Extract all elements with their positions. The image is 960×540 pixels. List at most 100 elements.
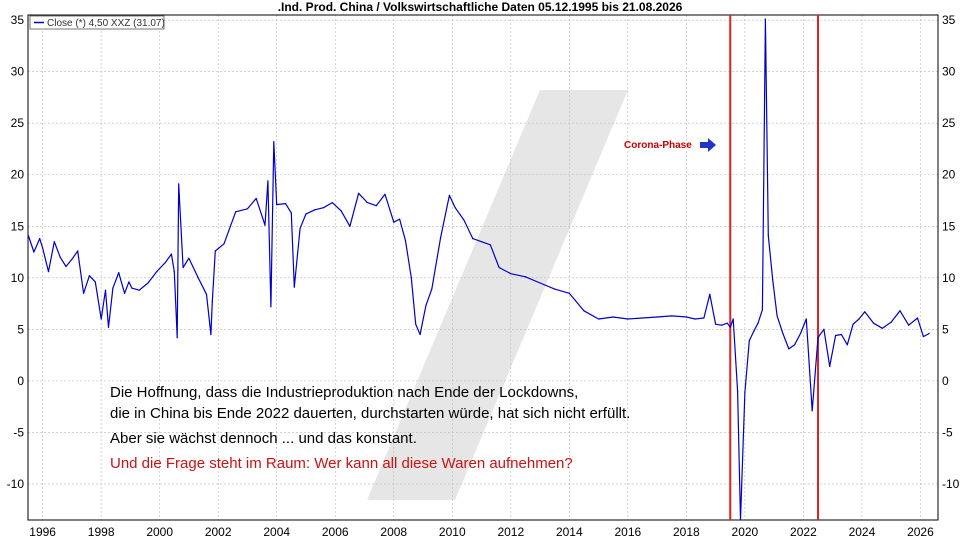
legend-box bbox=[29, 15, 165, 30]
data-point bbox=[123, 292, 126, 294]
data-point bbox=[264, 224, 266, 226]
text-line-4: Und die Frage steht im Raum: Wer kann al… bbox=[110, 455, 573, 472]
data-point bbox=[720, 324, 723, 326]
data-point bbox=[205, 293, 208, 295]
y-axis-right: 35 30 25 20 15 10 5 0 -5 -10 bbox=[942, 13, 960, 491]
data-point bbox=[404, 240, 407, 242]
data-point bbox=[928, 332, 930, 335]
x-tick-label: 2002 bbox=[205, 525, 232, 539]
data-point bbox=[33, 251, 35, 253]
data-point bbox=[726, 322, 728, 324]
x-tick-label: 2018 bbox=[673, 525, 700, 539]
y-tick-label: -5 bbox=[942, 425, 953, 439]
y-tick-label: 25 bbox=[11, 116, 25, 130]
data-point bbox=[331, 201, 333, 204]
y-tick-label: 15 bbox=[942, 219, 956, 233]
data-point bbox=[71, 258, 73, 260]
watermark-logo bbox=[367, 90, 628, 500]
y-tick-label: 35 bbox=[11, 13, 25, 27]
data-point bbox=[173, 271, 175, 273]
data-point bbox=[88, 275, 91, 277]
data-point bbox=[128, 281, 130, 283]
chart-title: .Ind. Prod. China / Volkswirtschaftliche… bbox=[278, 0, 683, 14]
data-point bbox=[448, 194, 450, 196]
data-point bbox=[817, 336, 819, 339]
data-point bbox=[757, 322, 759, 324]
data-point bbox=[641, 317, 644, 319]
data-point bbox=[188, 257, 190, 259]
y-tick-label: -5 bbox=[13, 425, 24, 439]
x-tick-label: 2020 bbox=[732, 525, 759, 539]
x-tick-label: 2004 bbox=[263, 525, 290, 539]
corona-phase-markers bbox=[729, 15, 820, 520]
data-point bbox=[156, 271, 158, 273]
data-point bbox=[267, 180, 269, 182]
data-point bbox=[399, 218, 401, 220]
x-tick-label: 1996 bbox=[29, 525, 56, 539]
y-tick-label: 30 bbox=[942, 65, 956, 79]
data-point bbox=[53, 241, 55, 243]
y-tick-label: -10 bbox=[7, 477, 25, 491]
data-point bbox=[305, 213, 307, 215]
y-tick-label: 5 bbox=[17, 322, 24, 336]
data-point bbox=[489, 244, 491, 246]
data-point bbox=[715, 323, 717, 325]
data-point bbox=[463, 219, 465, 221]
data-point bbox=[732, 318, 734, 320]
data-point bbox=[881, 327, 884, 329]
corona-phase-label: Corona-Phase bbox=[624, 140, 692, 151]
data-point bbox=[703, 317, 705, 319]
x-tick-label: 2006 bbox=[322, 525, 349, 539]
data-point bbox=[694, 318, 696, 320]
data-point bbox=[788, 348, 790, 350]
data-point bbox=[255, 197, 257, 200]
x-tick-label: 2012 bbox=[497, 525, 524, 539]
data-point bbox=[916, 317, 919, 319]
data-point bbox=[393, 221, 395, 223]
data-point bbox=[104, 289, 107, 291]
x-tick-label: 2014 bbox=[556, 525, 583, 539]
y-tick-label: 15 bbox=[11, 219, 25, 233]
x-tick-label: 2016 bbox=[614, 525, 641, 539]
data-point bbox=[415, 323, 417, 325]
data-point bbox=[246, 208, 249, 210]
data-point bbox=[131, 287, 133, 289]
text-line-1: Die Hoffnung, dass die Industrieprodukti… bbox=[110, 384, 578, 401]
data-point bbox=[454, 207, 456, 209]
legend-label: Close (*) 4,50 XXZ (31.07) bbox=[47, 18, 165, 29]
data-point bbox=[410, 277, 412, 279]
data-point bbox=[776, 315, 778, 317]
data-point bbox=[439, 237, 442, 239]
y-tick-label: 10 bbox=[942, 271, 956, 285]
data-point bbox=[214, 250, 216, 252]
data-point bbox=[583, 310, 585, 312]
data-point bbox=[782, 332, 784, 335]
data-point bbox=[384, 193, 386, 195]
data-point bbox=[829, 365, 831, 368]
data-point bbox=[42, 247, 44, 249]
series-line bbox=[27, 18, 930, 521]
series-points bbox=[27, 18, 930, 521]
data-point bbox=[176, 336, 178, 339]
data-point bbox=[846, 344, 848, 346]
data-point bbox=[739, 519, 742, 521]
data-point bbox=[764, 18, 766, 20]
data-point bbox=[47, 271, 50, 273]
data-point bbox=[39, 238, 41, 240]
text-line-3: Aber sie wächst dennoch ... und das kons… bbox=[110, 430, 417, 447]
data-point bbox=[112, 287, 114, 289]
data-point bbox=[498, 266, 500, 269]
x-tick-label: 2024 bbox=[849, 525, 876, 539]
y-tick-label: 10 bbox=[11, 271, 25, 285]
data-point bbox=[358, 192, 360, 194]
x-axis: 1996 1998 2000 2002 2004 2006 2008 2010 2012 2014… bbox=[29, 525, 934, 539]
data-point bbox=[107, 326, 110, 328]
data-point bbox=[211, 300, 213, 303]
data-point bbox=[293, 286, 295, 288]
data-point bbox=[627, 318, 629, 320]
data-point bbox=[748, 340, 750, 342]
data-point bbox=[349, 225, 351, 227]
data-point bbox=[197, 276, 199, 278]
x-tick-label: 2022 bbox=[790, 525, 817, 539]
